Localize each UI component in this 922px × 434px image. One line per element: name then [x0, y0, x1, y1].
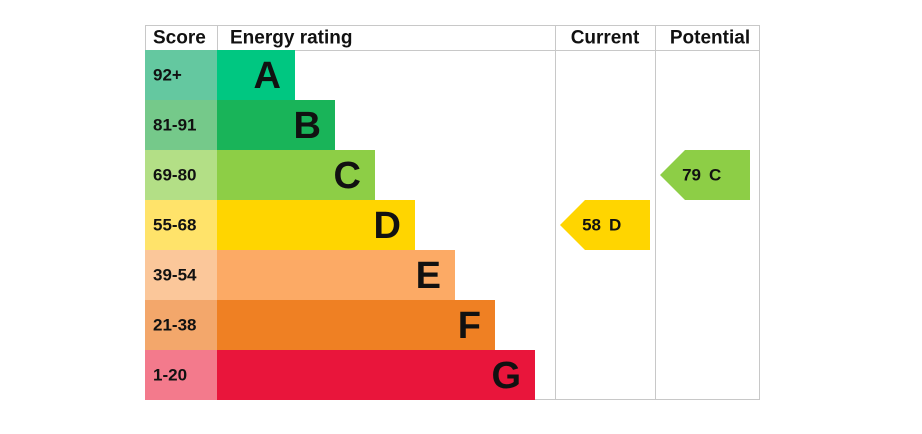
potential-arrow — [660, 150, 750, 200]
score-cell — [145, 50, 217, 100]
rating-bar — [217, 250, 455, 300]
current-rating: D — [609, 216, 621, 235]
score-cell — [145, 150, 217, 200]
score-range: 1-20 — [153, 366, 187, 385]
score-header: Score — [153, 28, 206, 49]
score-cell — [145, 300, 217, 350]
potential-score: 79 — [682, 166, 701, 185]
rating-bar — [217, 350, 535, 400]
potential-header: Potential — [670, 28, 750, 49]
rating-letter: G — [491, 355, 521, 397]
rating-letter: E — [416, 255, 441, 297]
current-score: 58 — [582, 216, 601, 235]
potential-rating: C — [709, 166, 721, 185]
score-cell — [145, 350, 217, 400]
score-range: 39-54 — [153, 266, 197, 285]
score-cell — [145, 100, 217, 150]
rating-letter: D — [374, 205, 401, 247]
score-cell — [145, 250, 217, 300]
score-range: 92+ — [153, 66, 182, 85]
rating-bar — [217, 50, 295, 100]
rating-letter: F — [458, 305, 481, 347]
rating-letter: B — [294, 105, 321, 147]
rating-bar — [217, 100, 335, 150]
current-header: Current — [571, 28, 640, 49]
score-range: 81-91 — [153, 116, 196, 135]
score-range: 55-68 — [153, 216, 196, 235]
rating-bar — [217, 150, 375, 200]
score-range: 69-80 — [153, 166, 196, 185]
rating-letter: C — [334, 155, 361, 197]
score-cell — [145, 200, 217, 250]
rating-bar — [217, 300, 495, 350]
rating-bar — [217, 200, 415, 250]
rating-header: Energy rating — [230, 28, 352, 49]
rating-letter: A — [254, 55, 281, 97]
current-arrow — [560, 200, 650, 250]
score-range: 21-38 — [153, 316, 196, 335]
